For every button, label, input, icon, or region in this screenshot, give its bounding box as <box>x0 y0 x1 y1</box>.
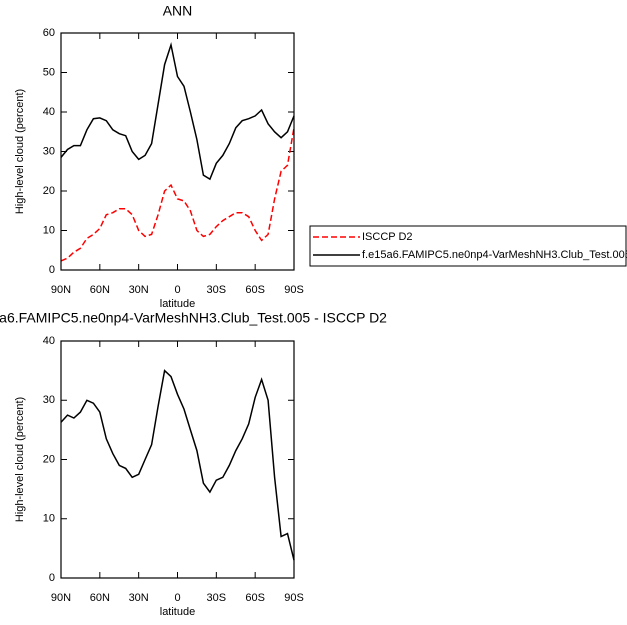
y-tick-label: 50 <box>43 66 55 78</box>
chart-title: f.e15a6.FAMIPC5.ne0np4-VarMeshNH3.Club_T… <box>0 310 387 326</box>
y-tick-label: 20 <box>43 453 55 465</box>
x-axis-label: latitude <box>160 606 195 618</box>
x-tick-label: 60N <box>90 284 110 296</box>
x-tick-label: 60S <box>245 284 265 296</box>
x-tick-label: 90N <box>51 592 71 604</box>
plot-frame <box>60 32 295 271</box>
chart-title: ANN <box>163 3 193 19</box>
x-tick-label: 90S <box>284 284 304 296</box>
x-tick-label: 30N <box>129 592 149 604</box>
legend-label: ISCCP D2 <box>362 231 413 243</box>
x-tick-label: 60N <box>90 592 110 604</box>
x-tick-label: 0 <box>174 592 180 604</box>
y-tick-label: 10 <box>43 513 55 525</box>
y-tick-label: 40 <box>43 335 55 347</box>
data-line <box>60 369 295 561</box>
y-tick-label: 0 <box>49 264 55 276</box>
y-axis-label: High-level cloud (percent) <box>14 397 26 522</box>
y-tick-label: 10 <box>43 224 55 236</box>
y-tick-label: 20 <box>43 185 55 197</box>
y-axis-label: High-level cloud (percent) <box>14 89 26 214</box>
x-tick-label: 30S <box>207 592 227 604</box>
y-tick-label: 30 <box>43 145 55 157</box>
y-tick-label: 60 <box>43 27 55 39</box>
legend-label: f.e15a6.FAMIPC5.ne0np4-VarMeshNH3.Club_T… <box>362 249 627 261</box>
data-line <box>60 41 295 181</box>
x-tick-label: 90N <box>51 284 71 296</box>
x-tick-label: 0 <box>174 284 180 296</box>
y-tick-label: 30 <box>43 394 55 406</box>
data-line <box>60 127 295 262</box>
x-tick-label: 30N <box>129 284 149 296</box>
plot-frame <box>60 340 295 579</box>
y-tick-label: 0 <box>49 572 55 584</box>
x-axis-label: latitude <box>160 298 195 310</box>
x-tick-label: 90S <box>284 592 304 604</box>
legend-box <box>309 225 627 267</box>
y-tick-label: 40 <box>43 106 55 118</box>
x-tick-label: 30S <box>207 284 227 296</box>
x-tick-label: 60S <box>245 592 265 604</box>
